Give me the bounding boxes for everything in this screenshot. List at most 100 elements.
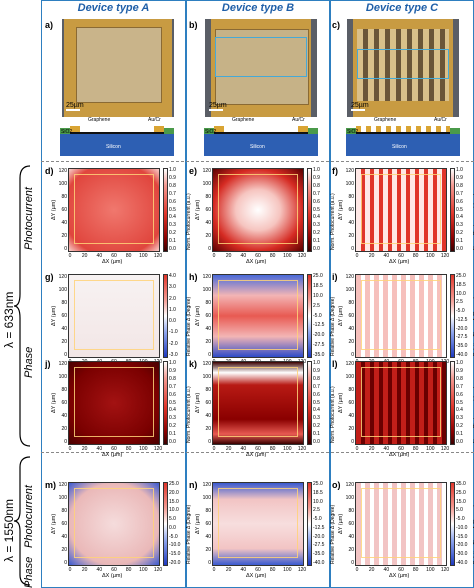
cbar-tick-g-6: -2.0 — [169, 340, 178, 347]
panel-tag-n: n) — [189, 480, 198, 490]
xlabel-n: ΔX (µm) — [246, 573, 267, 579]
ytick-g-0: 0 — [64, 352, 67, 358]
cbar-tick-i-6: -20.0 — [456, 325, 468, 332]
heatmap-f — [355, 168, 447, 252]
brace-633 — [14, 165, 31, 447]
ytick-k-0: 0 — [208, 439, 211, 445]
ytick-i-2: 40 — [348, 326, 354, 332]
scalebar-label-a: 25µm — [66, 102, 84, 109]
panel-tag-m: m) — [45, 480, 56, 490]
ytick-f-5: 100 — [345, 181, 354, 187]
cbar-tick-j-6: 0.4 — [169, 407, 176, 414]
ytick-j-2: 40 — [61, 413, 67, 419]
xtick-e-4: 80 — [269, 253, 276, 259]
device-outline-g — [74, 280, 154, 350]
oxide-label-a: SiO2 — [61, 129, 73, 135]
ytick-d-2: 40 — [61, 220, 67, 226]
ytick-e-5: 100 — [202, 181, 211, 187]
cbar-tick-i-9: -40.0 — [456, 352, 468, 358]
ytick-m-3: 60 — [61, 521, 67, 527]
heatmap-o — [355, 482, 447, 566]
ylabel-o: ΔY (µm) — [338, 513, 344, 534]
micrograph-c — [347, 19, 459, 117]
cbar-tick-l-8: 0.2 — [456, 423, 463, 430]
cbar-tick-f-5: 0.5 — [456, 206, 463, 213]
cbar-tick-m-1: 20.0 — [169, 489, 179, 496]
xlabel-e: ΔX (µm) — [246, 259, 267, 265]
cbar-tick-n-1: 18.5 — [313, 489, 323, 496]
cbar-tick-d-6: 0.4 — [169, 214, 176, 221]
cbar-tick-e-9: 0.1 — [313, 238, 320, 245]
brace-1550 — [14, 456, 31, 586]
colorbar-d — [163, 168, 168, 252]
cbar-tick-l-4: 0.6 — [456, 391, 463, 398]
scalebar-b — [209, 109, 223, 111]
cbar-tick-i-7: -27.5 — [456, 334, 468, 341]
cbar-tick-d-8: 0.2 — [169, 230, 176, 237]
cbar-tick-o-6: -15.0 — [456, 533, 468, 540]
xtick-e-3: 60 — [255, 253, 261, 259]
ytick-m-1: 20 — [61, 547, 67, 553]
device-square-a — [76, 27, 162, 103]
cbar-tick-d-10: 0.0 — [169, 246, 176, 252]
xlabel-j: ΔX (µm) — [102, 452, 123, 458]
contact-label-b: Au/Cr — [292, 117, 305, 123]
substrate-label-b: Silicon — [250, 144, 265, 150]
ytick-o-5: 100 — [345, 495, 354, 501]
ytick-j-0: 0 — [64, 439, 67, 445]
ytick-g-5: 100 — [58, 287, 67, 293]
cbar-tick-f-6: 0.4 — [456, 214, 463, 221]
ytick-l-2: 40 — [348, 413, 354, 419]
cbar-tick-g-4: 0.0 — [169, 318, 176, 325]
cbar-label-g: Relative Phase Δ (Degree) — [186, 296, 192, 356]
cbar-tick-n-5: -12.5 — [313, 524, 325, 531]
xtick-l-3: 60 — [398, 446, 404, 452]
oxide-label-c: SiO2 — [347, 129, 359, 135]
colorbar-l — [450, 361, 455, 445]
ylabel-g: ΔY (µm) — [51, 305, 57, 326]
cbar-tick-n-3: 2.5 — [313, 507, 320, 514]
cbar-tick-f-9: 0.1 — [456, 238, 463, 245]
cbar-tick-m-6: -5.0 — [169, 533, 178, 540]
xtick-f-4: 80 — [412, 253, 419, 259]
xtick-f-6: 120 — [440, 253, 450, 259]
colorbar-h — [307, 274, 312, 358]
xtick-m-6: 120 — [153, 567, 163, 573]
xtick-j-4: 80 — [125, 446, 132, 452]
device-outline-j — [74, 367, 154, 437]
xtick-n-4: 80 — [269, 567, 276, 573]
cbar-tick-h-0: 25.0 — [313, 273, 323, 279]
panel-tag-e: e) — [189, 166, 198, 176]
lambda-1550-label: λ = 1550nm — [2, 498, 16, 562]
divider-middle — [41, 452, 474, 453]
ytick-f-4: 80 — [348, 194, 354, 200]
cbar-tick-g-3: 1.0 — [169, 306, 176, 313]
xlabel-m: ΔX (µm) — [102, 573, 123, 579]
xtick-o-1: 20 — [368, 567, 375, 573]
phase-1550-label: Phase — [23, 556, 35, 588]
cbar-tick-f-4: 0.6 — [456, 198, 463, 205]
ytick-l-5: 100 — [345, 374, 354, 380]
cbar-tick-n-9: -40.0 — [313, 560, 325, 566]
graphene-sheet-c — [356, 132, 450, 134]
ytick-e-2: 40 — [205, 220, 211, 226]
cbar-tick-m-5: 0.0 — [169, 524, 176, 531]
ylabel-k: ΔY (µm) — [195, 392, 201, 413]
cbar-tick-i-0: 25.0 — [456, 273, 466, 279]
xtick-l-5: 100 — [426, 446, 435, 452]
graphene-label-a: Graphene — [88, 117, 111, 123]
cbar-tick-d-2: 0.8 — [169, 182, 176, 189]
cbar-tick-j-2: 0.8 — [169, 375, 176, 382]
micrograph-a — [62, 19, 174, 117]
xtick-n-6: 120 — [297, 567, 307, 573]
ytick-l-4: 80 — [348, 387, 354, 393]
cbar-tick-m-8: -15.0 — [169, 551, 181, 558]
cbar-tick-h-5: -12.5 — [313, 322, 325, 329]
cbar-tick-i-1: 18.5 — [456, 281, 466, 288]
ytick-l-0: 0 — [351, 439, 354, 445]
xtick-o-5: 100 — [426, 567, 435, 573]
cbar-label-d: Norm. Photocurrent (a.u.) — [186, 193, 192, 250]
device-outline-m — [74, 488, 154, 558]
ylabel-f: ΔY (µm) — [338, 199, 344, 220]
cbar-tick-j-3: 0.7 — [169, 383, 176, 390]
